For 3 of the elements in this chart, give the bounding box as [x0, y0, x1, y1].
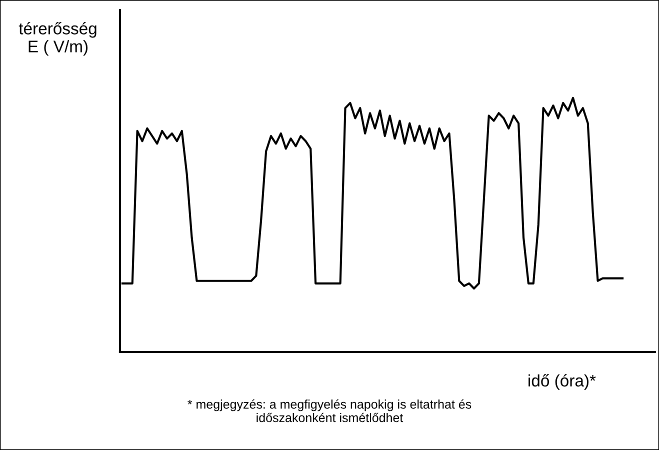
text: * megjegyzés: a megfigyelés napokig is eltatrhat és időszakonként ismétlődhet [188, 399, 472, 422]
x-axis-title: idő (óra)* [528, 374, 596, 390]
y-axis-title: térerősség E ( V/m) [18, 22, 96, 56]
